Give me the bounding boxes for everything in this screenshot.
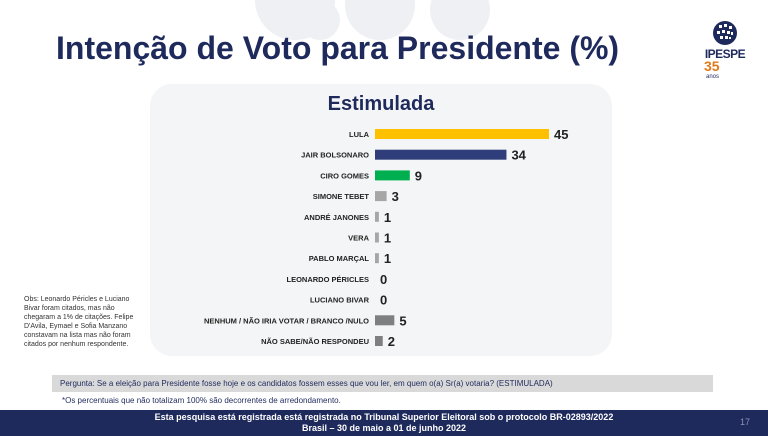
value-label-luciano-bivar: 0 bbox=[380, 293, 387, 308]
category-label-vera: VERA bbox=[348, 234, 369, 243]
category-label-andre-janones: ANDRÉ JANONES bbox=[304, 213, 369, 222]
category-label-nenhum-nao-iria-votar-branco-nulo: NENHUM / NÃO IRIA VOTAR / BRANCO /NULO bbox=[204, 316, 369, 325]
value-label-pablo-marcal: 1 bbox=[384, 251, 391, 266]
question-bar: Pergunta: Se a eleição para Presidente f… bbox=[52, 375, 713, 392]
globe-icon bbox=[713, 21, 737, 45]
category-label-jair-bolsonaro: JAIR BOLSONARO bbox=[301, 151, 369, 160]
chart-title: Estimulada bbox=[327, 93, 435, 115]
ipespe-logo: IPESPE 35 anos bbox=[700, 20, 750, 82]
logo-number: 35 bbox=[704, 58, 720, 74]
bar-jair-bolsonaro bbox=[375, 149, 507, 160]
category-label-luciano-bivar: LUCIANO BIVAR bbox=[310, 296, 370, 305]
bar-ciro-gomes bbox=[375, 170, 410, 181]
bar-simone-tebet bbox=[375, 191, 387, 202]
value-label-simone-tebet: 3 bbox=[392, 189, 399, 204]
footer: Esta pesquisa está registrada está regis… bbox=[0, 410, 768, 436]
category-label-nao-sabe-nao-respondeu: NÃO SABE/NÃO RESPONDEU bbox=[261, 337, 369, 346]
rounding-note: *Os percentuais que não totalizam 100% s… bbox=[62, 396, 341, 405]
value-label-lula: 45 bbox=[554, 127, 568, 142]
footer-registration: Esta pesquisa está registrada está regis… bbox=[154, 412, 614, 422]
observation-note: Obs: Leonardo Péricles e Luciano Bivar f… bbox=[24, 296, 134, 348]
value-label-ciro-gomes: 9 bbox=[415, 168, 422, 183]
value-label-vera: 1 bbox=[384, 231, 391, 246]
category-label-ciro-gomes: CIRO GOMES bbox=[320, 171, 369, 180]
bar-andre-janones bbox=[375, 211, 379, 222]
footer-date: Brasil – 30 de maio a 01 de junho 2022 bbox=[301, 423, 467, 433]
value-label-nao-sabe-nao-respondeu: 2 bbox=[388, 334, 395, 349]
bar-vera bbox=[375, 232, 379, 243]
bar-pablo-marcal bbox=[375, 253, 379, 264]
category-label-simone-tebet: SIMONE TEBET bbox=[313, 192, 370, 201]
value-label-leonardo-pericles: 0 bbox=[380, 272, 387, 287]
value-label-nenhum-nao-iria-votar-branco-nulo: 5 bbox=[399, 313, 406, 328]
bar-lula bbox=[375, 129, 549, 139]
logo-brand: IPESPE bbox=[704, 47, 746, 61]
page-number: 17 bbox=[739, 417, 750, 427]
category-label-lula: LULA bbox=[349, 130, 370, 139]
logo-suffix: anos bbox=[706, 74, 720, 80]
page-title: Intenção de Voto para Presidente (%) bbox=[56, 30, 620, 66]
bar-nao-sabe-nao-respondeu bbox=[375, 336, 383, 346]
category-label-leonardo-pericles: LEONARDO PÉRICLES bbox=[286, 275, 369, 284]
category-label-pablo-marcal: PABLO MARÇAL bbox=[309, 254, 370, 263]
value-label-andre-janones: 1 bbox=[384, 210, 391, 225]
value-label-jair-bolsonaro: 34 bbox=[511, 148, 526, 163]
bar-nenhum-nao-iria-votar-branco-nulo bbox=[375, 315, 395, 326]
